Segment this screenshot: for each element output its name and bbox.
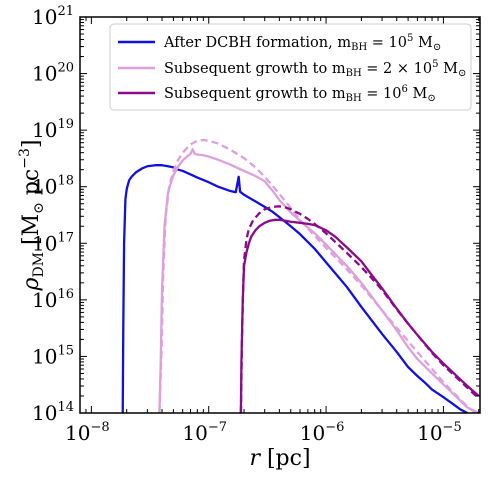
legend-entry-0: After DCBH formation, mBH = 105 M⊙ bbox=[118, 33, 441, 53]
y-tick-label-7: 1021 bbox=[32, 4, 74, 29]
series-line-4 bbox=[239, 205, 480, 413]
x-tick-label-1: 10−7 bbox=[182, 420, 227, 445]
y-tick-label-2: 1016 bbox=[32, 287, 74, 312]
series-line-1 bbox=[158, 148, 480, 413]
x-tick-label-2: 10−6 bbox=[300, 420, 345, 445]
series-line-0 bbox=[121, 164, 468, 413]
series-line-2 bbox=[158, 138, 478, 413]
y-tick-label-3: 1017 bbox=[32, 230, 74, 255]
y-tick-label-6: 1020 bbox=[32, 61, 74, 86]
plot-frame bbox=[79, 16, 481, 414]
legend-entry-1: Subsequent growth to mBH = 2 × 105 M⊙ bbox=[118, 59, 466, 79]
legend-box bbox=[109, 23, 472, 111]
y-tick-label-1: 1015 bbox=[32, 343, 74, 368]
x-axis-label: r [pc] bbox=[249, 446, 310, 471]
x-tick-label-0: 10−8 bbox=[65, 420, 110, 445]
legend: After DCBH formation, mBH = 105 M⊙ Subse… bbox=[109, 23, 472, 111]
legend-label-0: After DCBH formation, mBH = 105 M⊙ bbox=[163, 33, 441, 53]
y-axis-label: ρDM [M⊙ pc−3] bbox=[17, 140, 47, 292]
y-tick-label-5: 1019 bbox=[32, 117, 74, 142]
series-line-3 bbox=[239, 218, 480, 413]
x-tick-label-3: 10−5 bbox=[417, 420, 462, 445]
tick-labels: 10−8 10−7 10−6 10−5 1014 1015 1016 1017 1018 1019… bbox=[32, 4, 462, 445]
legend-label-1: Subsequent growth to mBH = 2 × 105 M⊙ bbox=[164, 59, 466, 79]
legend-label-2: Subsequent growth to mBH = 106 M⊙ bbox=[164, 84, 436, 104]
y-tick-label-4: 1018 bbox=[32, 174, 74, 199]
y-tick-label-0: 1014 bbox=[32, 400, 74, 425]
series-layer bbox=[121, 138, 480, 413]
legend-entry-2: Subsequent growth to mBH = 106 M⊙ bbox=[118, 84, 436, 104]
ticks-layer bbox=[79, 16, 480, 414]
